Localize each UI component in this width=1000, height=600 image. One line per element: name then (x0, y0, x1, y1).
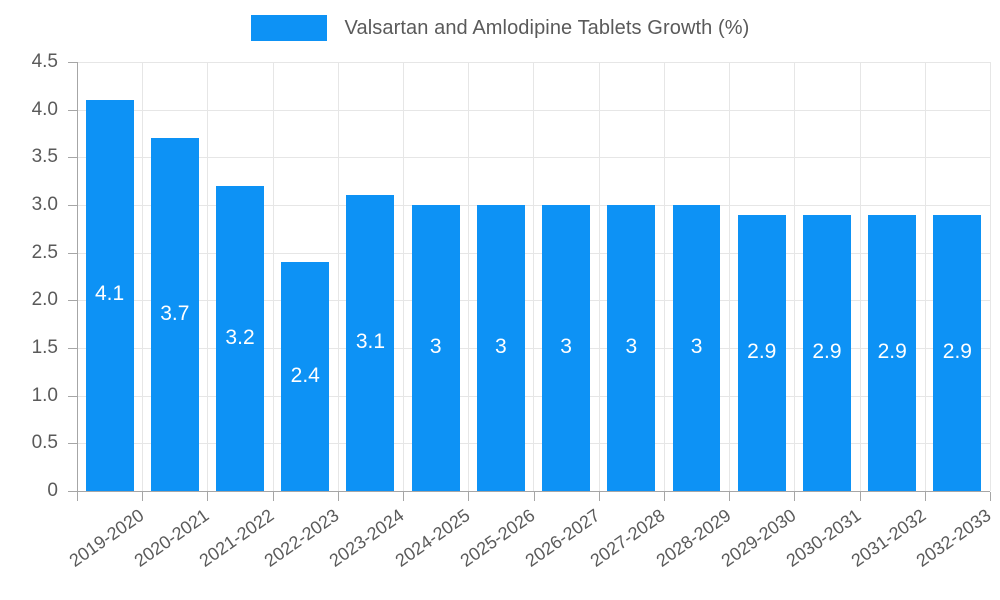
y-axis-tick-label: 4.0 (31, 99, 58, 120)
legend-color-swatch (250, 15, 327, 41)
bar[interactable] (933, 214, 982, 491)
gridline-vertical (338, 62, 339, 491)
gridline-vertical (403, 62, 404, 491)
bar[interactable] (868, 214, 917, 491)
bar[interactable] (150, 138, 199, 491)
bar[interactable] (802, 214, 851, 491)
y-axis-tick-label: 0.5 (31, 432, 58, 453)
gridline-vertical (925, 62, 926, 491)
x-axis-tick (273, 492, 274, 501)
x-axis-tick (990, 492, 991, 501)
y-axis-tick (68, 62, 77, 63)
bar[interactable] (672, 205, 721, 491)
bar[interactable] (85, 100, 134, 491)
x-axis-line (68, 491, 990, 492)
bar[interactable] (411, 205, 460, 491)
y-axis-line (77, 62, 78, 492)
y-axis-tick-label: 1.0 (31, 385, 58, 406)
x-axis-tick (729, 492, 730, 501)
y-axis-tick (68, 491, 77, 492)
bar[interactable] (216, 185, 264, 491)
gridline-vertical (794, 62, 795, 491)
gridline-vertical (860, 62, 861, 491)
gridline-vertical (468, 62, 469, 491)
y-axis-tick (68, 348, 77, 349)
gridline-vertical (990, 62, 991, 491)
x-axis-tick (925, 492, 926, 501)
bar[interactable] (281, 262, 330, 491)
y-axis-tick (68, 443, 77, 444)
x-axis-tick (599, 492, 600, 501)
legend-label: Valsartan and Amlodipine Tablets Growth … (344, 16, 750, 39)
chart-legend: Valsartan and Amlodipine Tablets Growth … (0, 12, 1000, 44)
x-axis-tick (142, 492, 143, 501)
x-axis-tick (338, 492, 339, 501)
y-axis-tick (68, 300, 77, 301)
y-axis-tick-label: 1.5 (31, 337, 58, 358)
bar[interactable] (737, 214, 786, 491)
y-axis-tick (68, 253, 77, 254)
y-axis-tick-label: 2.0 (31, 289, 58, 310)
gridline-vertical (273, 62, 274, 491)
y-axis-tick (68, 110, 77, 111)
gridline-vertical (142, 62, 143, 491)
y-axis-tick (68, 205, 77, 206)
y-axis-tick-label: 3.0 (31, 194, 58, 215)
y-axis-tick-label: 4.5 (31, 51, 58, 72)
y-axis-tick (68, 157, 77, 158)
gridline-vertical (664, 62, 665, 491)
gridline-vertical (729, 62, 730, 491)
gridline-vertical (599, 62, 600, 491)
x-axis-tick (794, 492, 795, 501)
x-axis-tick (403, 492, 404, 501)
x-axis-tick (207, 492, 208, 501)
x-axis-tick (860, 492, 861, 501)
x-axis-tick (534, 492, 535, 501)
y-axis-tick-label: 0 (47, 480, 58, 501)
gridline-vertical (533, 62, 534, 491)
x-axis-tick (468, 492, 469, 501)
bar[interactable] (476, 205, 525, 491)
y-axis-tick-label: 2.5 (31, 242, 58, 263)
gridline-vertical (207, 62, 208, 491)
x-axis-tick (664, 492, 665, 501)
x-axis-tick (77, 492, 78, 501)
bar[interactable] (346, 195, 395, 491)
y-axis-tick-label: 3.5 (31, 146, 58, 167)
y-axis-tick (68, 396, 77, 397)
bar[interactable] (607, 205, 656, 491)
bar[interactable] (542, 205, 591, 491)
plot-area: 4.1 3.7 3.2 2.4 3.1 3 3 3 3 3 2.9 2.9 2.9 2.9 (77, 62, 991, 492)
